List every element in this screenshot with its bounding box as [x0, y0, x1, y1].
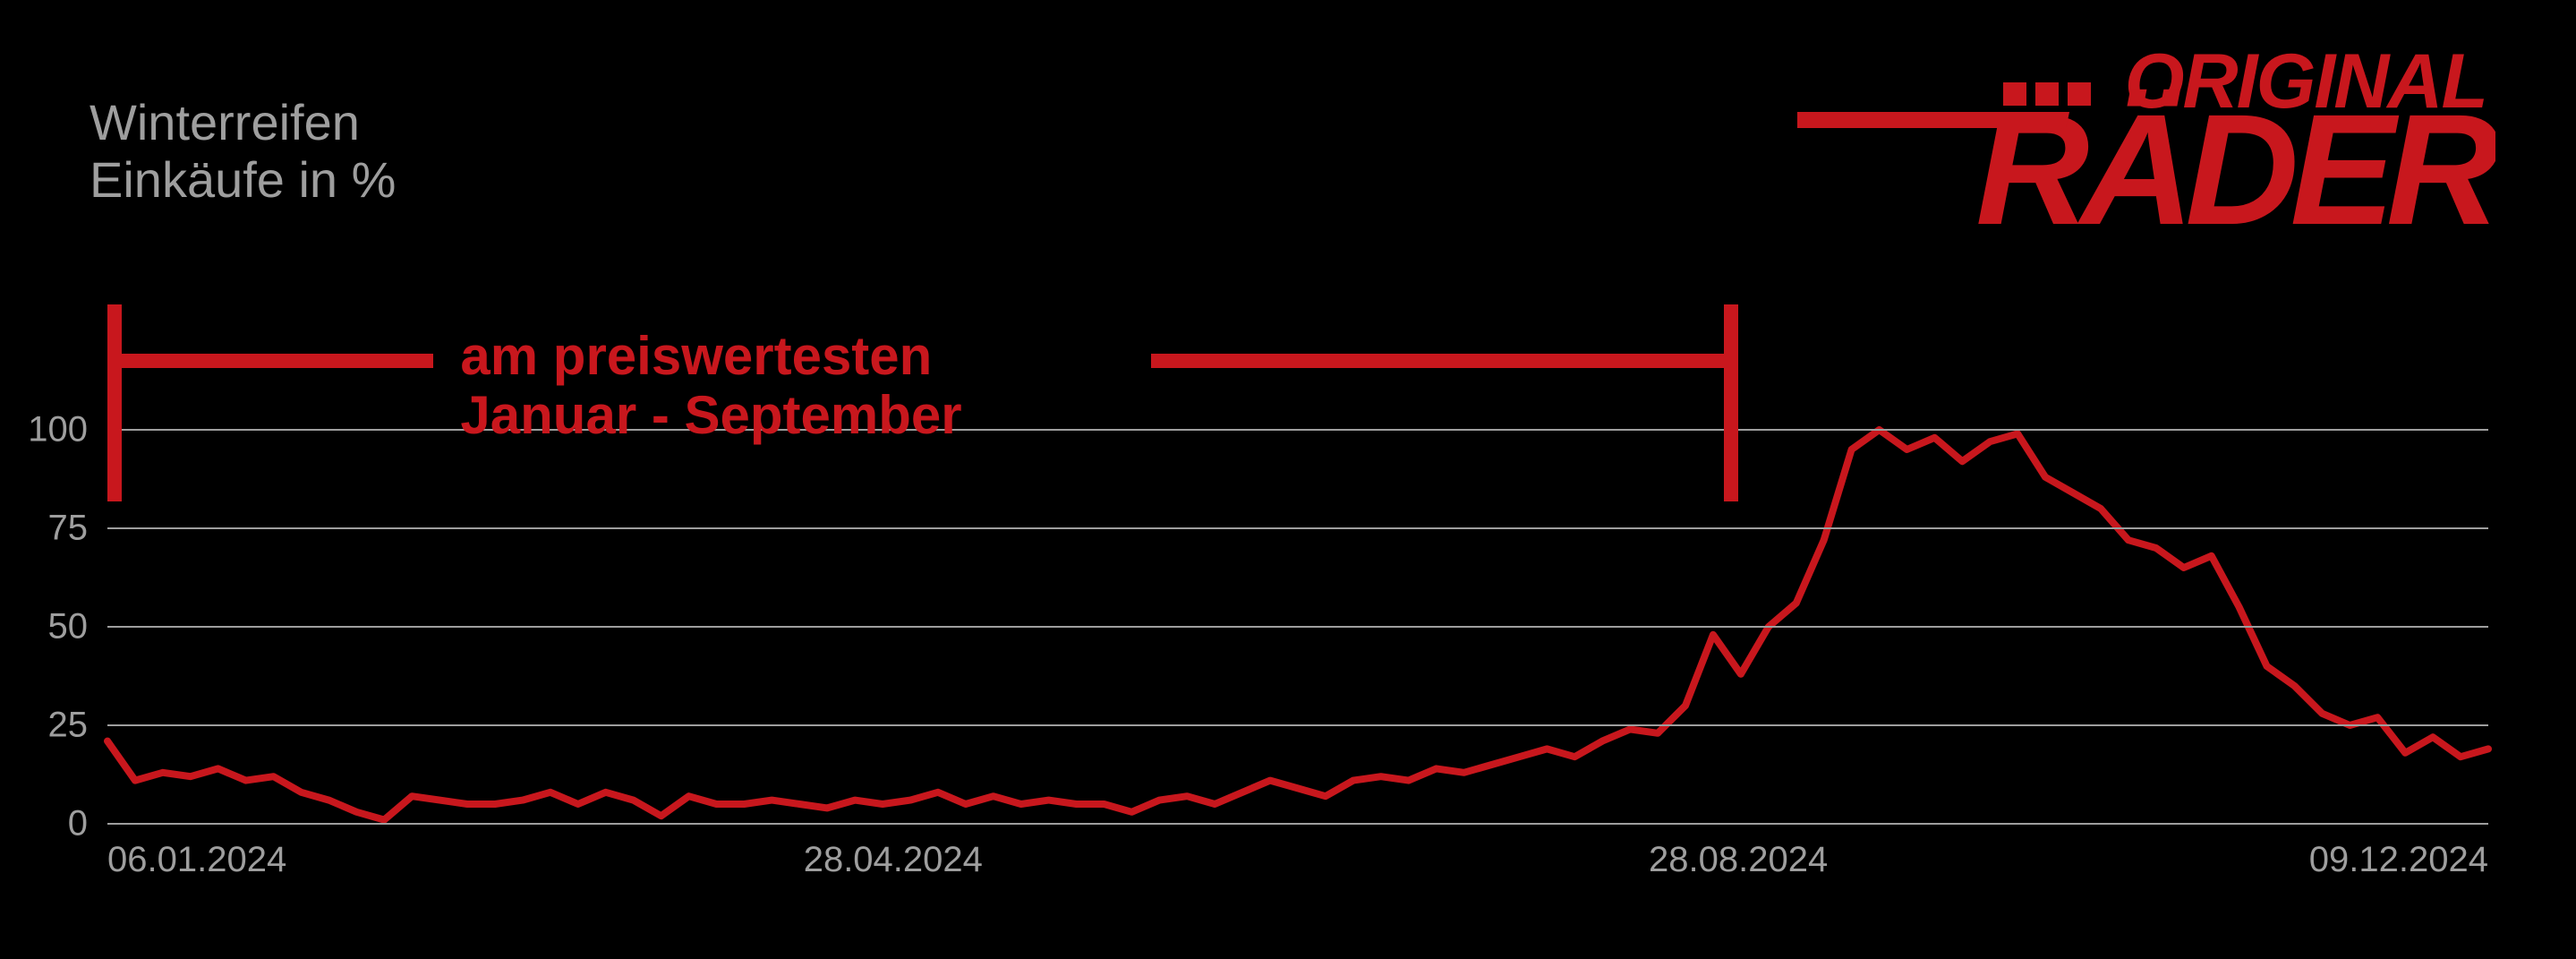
- chart-title-line2: Einkäufe in %: [90, 151, 396, 209]
- y-tick-label: 75: [0, 509, 88, 549]
- y-tick-label: 50: [0, 607, 88, 647]
- line-chart: 025507510006.01.202428.04.202428.08.2024…: [45, 313, 2531, 904]
- bracket-bar: [107, 354, 433, 368]
- y-tick-label: 100: [0, 410, 88, 450]
- annotation-line1: am preiswertesten: [460, 327, 961, 386]
- annotation: am preiswertestenJanuar - September: [460, 327, 961, 445]
- x-tick-label: 28.04.2024: [804, 840, 983, 880]
- x-tick-label: 09.12.2024: [2309, 840, 2488, 880]
- bracket-post: [107, 304, 122, 501]
- annotation-line2: Januar - September: [460, 386, 961, 445]
- y-tick-label: 0: [0, 804, 88, 844]
- bracket-post: [1724, 304, 1738, 501]
- gridline: [107, 527, 2488, 529]
- gridline: [107, 626, 2488, 628]
- bracket-bar: [1151, 354, 1738, 368]
- gridline: [107, 823, 2488, 825]
- chart-title-line1: Winterreifen: [90, 94, 396, 151]
- chart-svg: [45, 313, 2531, 904]
- brand-logo: ORIGINAL RÄDER: [1797, 45, 2495, 233]
- gridline: [107, 724, 2488, 726]
- data-line: [107, 430, 2488, 820]
- x-tick-label: 28.08.2024: [1649, 840, 1828, 880]
- y-tick-label: 25: [0, 706, 88, 746]
- chart-title: Winterreifen Einkäufe in %: [90, 94, 396, 210]
- x-tick-label: 06.01.2024: [107, 840, 286, 880]
